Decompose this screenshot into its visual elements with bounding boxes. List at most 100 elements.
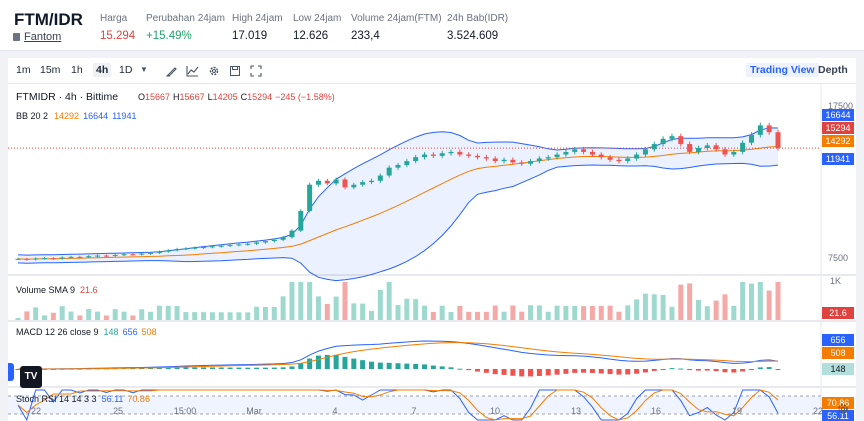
time-axis: 22 25 15:00 Mar 4 7 10 13 16 19 22 [31, 406, 823, 416]
volume-bar [103, 315, 109, 320]
chevron-down-icon[interactable]: ▼ [140, 65, 148, 74]
candle [139, 253, 145, 255]
volume-bar [483, 311, 489, 320]
volume-bar [201, 312, 207, 320]
candle [15, 258, 21, 260]
save-icon[interactable] [229, 65, 241, 77]
candle [395, 165, 401, 168]
volume-bar [616, 311, 622, 320]
token-icon [13, 33, 20, 41]
price-badge-mid: 14292 [822, 135, 854, 147]
volume-bar [510, 305, 516, 320]
pencil-icon[interactable] [166, 65, 178, 77]
settings-gear-icon[interactable] [837, 403, 849, 415]
macd-histogram-bar [413, 363, 419, 369]
candle [42, 258, 48, 260]
volume-bar [572, 306, 578, 320]
volume-bar [271, 307, 277, 320]
volume-bar [86, 308, 92, 320]
volume-bar [651, 294, 657, 320]
depth-tab[interactable]: Depth [818, 64, 848, 76]
candle [483, 157, 489, 159]
macd-histogram-bar [386, 362, 392, 369]
candle [642, 149, 648, 155]
macd-histogram-bar [377, 362, 383, 369]
tf-1m[interactable]: 1m [16, 64, 31, 76]
macd-histogram-bar [165, 367, 171, 369]
tf-4h[interactable]: 4h [93, 63, 112, 77]
macd-histogram-bar [209, 367, 215, 369]
volume-bar [227, 312, 233, 320]
tf-1h[interactable]: 1h [71, 64, 83, 76]
candle [404, 161, 410, 166]
volume-bar [289, 282, 295, 320]
candle [475, 155, 481, 158]
volume-pane [15, 282, 781, 320]
stoch-rsi-pane [8, 389, 821, 421]
volume-bar [448, 311, 454, 320]
macd-histogram-bar [254, 367, 260, 369]
candle [528, 161, 534, 164]
macd-histogram-bar [466, 369, 472, 371]
macd-signal-line [18, 342, 778, 370]
candle [625, 158, 631, 162]
macd-histogram-bar [687, 369, 693, 371]
volume-bar [368, 310, 374, 320]
volume-bar [280, 296, 286, 320]
candle [201, 247, 207, 249]
volume-bar [333, 296, 339, 320]
fullscreen-icon[interactable] [250, 65, 262, 77]
tf-1d[interactable]: 1D [119, 64, 133, 76]
candle [59, 257, 65, 259]
candle [616, 159, 622, 162]
candle [68, 256, 74, 258]
pair-title[interactable]: FTM/IDR [14, 10, 83, 29]
candle [572, 149, 578, 152]
volume-bar [165, 305, 171, 320]
change-value: +15.49% [146, 30, 192, 42]
macd-histogram-bar [598, 369, 604, 374]
volume-bar [245, 312, 251, 320]
macd-histogram-bar [625, 369, 631, 375]
stoch-rsi-legend: Stoch RSI 14 14 3 3 56.11 70.86 [16, 394, 150, 404]
stat-idr-volume: 24h Bab(IDR) 3.524.609 [447, 13, 509, 42]
volume-badge: 21.6 [822, 307, 854, 319]
candle [678, 136, 684, 145]
candle [519, 162, 525, 164]
volume-bar [475, 311, 481, 320]
macd-histogram-bar [448, 367, 454, 369]
volume-bar [554, 305, 560, 320]
candle [598, 154, 604, 158]
svg-text:16644: 16644 [825, 110, 850, 120]
macd-histogram-bar [651, 369, 657, 371]
tf-15m[interactable]: 15m [40, 64, 61, 76]
volume-bar [156, 305, 162, 320]
candle [563, 151, 569, 155]
volume-bar [68, 311, 74, 320]
macd-histogram-bar [731, 369, 737, 373]
volume-bar [360, 303, 366, 320]
macd-badge-macd: 656 [822, 334, 854, 346]
volume-bar [722, 294, 728, 320]
volume-bar [307, 282, 313, 320]
chart-toolbar: 1m 15m 1h 4h 1D ▼ Trading View Depth [8, 58, 856, 84]
trading-view-tab[interactable]: Trading View [746, 63, 819, 77]
volume-bar [377, 289, 383, 320]
side-toggle[interactable] [8, 363, 14, 381]
volume-bar [589, 306, 595, 320]
volume-bar [581, 306, 587, 320]
price-chart[interactable]: FTMIDR · 4h · Bittime O15667 H15667 L14205… [8, 84, 856, 421]
pair-name-link[interactable]: Fantom [24, 31, 62, 43]
gear-icon[interactable] [208, 65, 220, 77]
candle [430, 154, 436, 156]
bollinger-band-fill [18, 127, 778, 281]
candle [112, 254, 118, 256]
macd-histogram-bar [439, 366, 445, 369]
svg-text:148: 148 [830, 364, 845, 374]
chart-line-icon[interactable] [186, 65, 199, 77]
candle [165, 250, 171, 252]
price-tick: 7500 [828, 253, 848, 263]
macd-histogram-bar [589, 369, 595, 373]
candle [148, 252, 154, 254]
volume-bar [775, 282, 781, 320]
